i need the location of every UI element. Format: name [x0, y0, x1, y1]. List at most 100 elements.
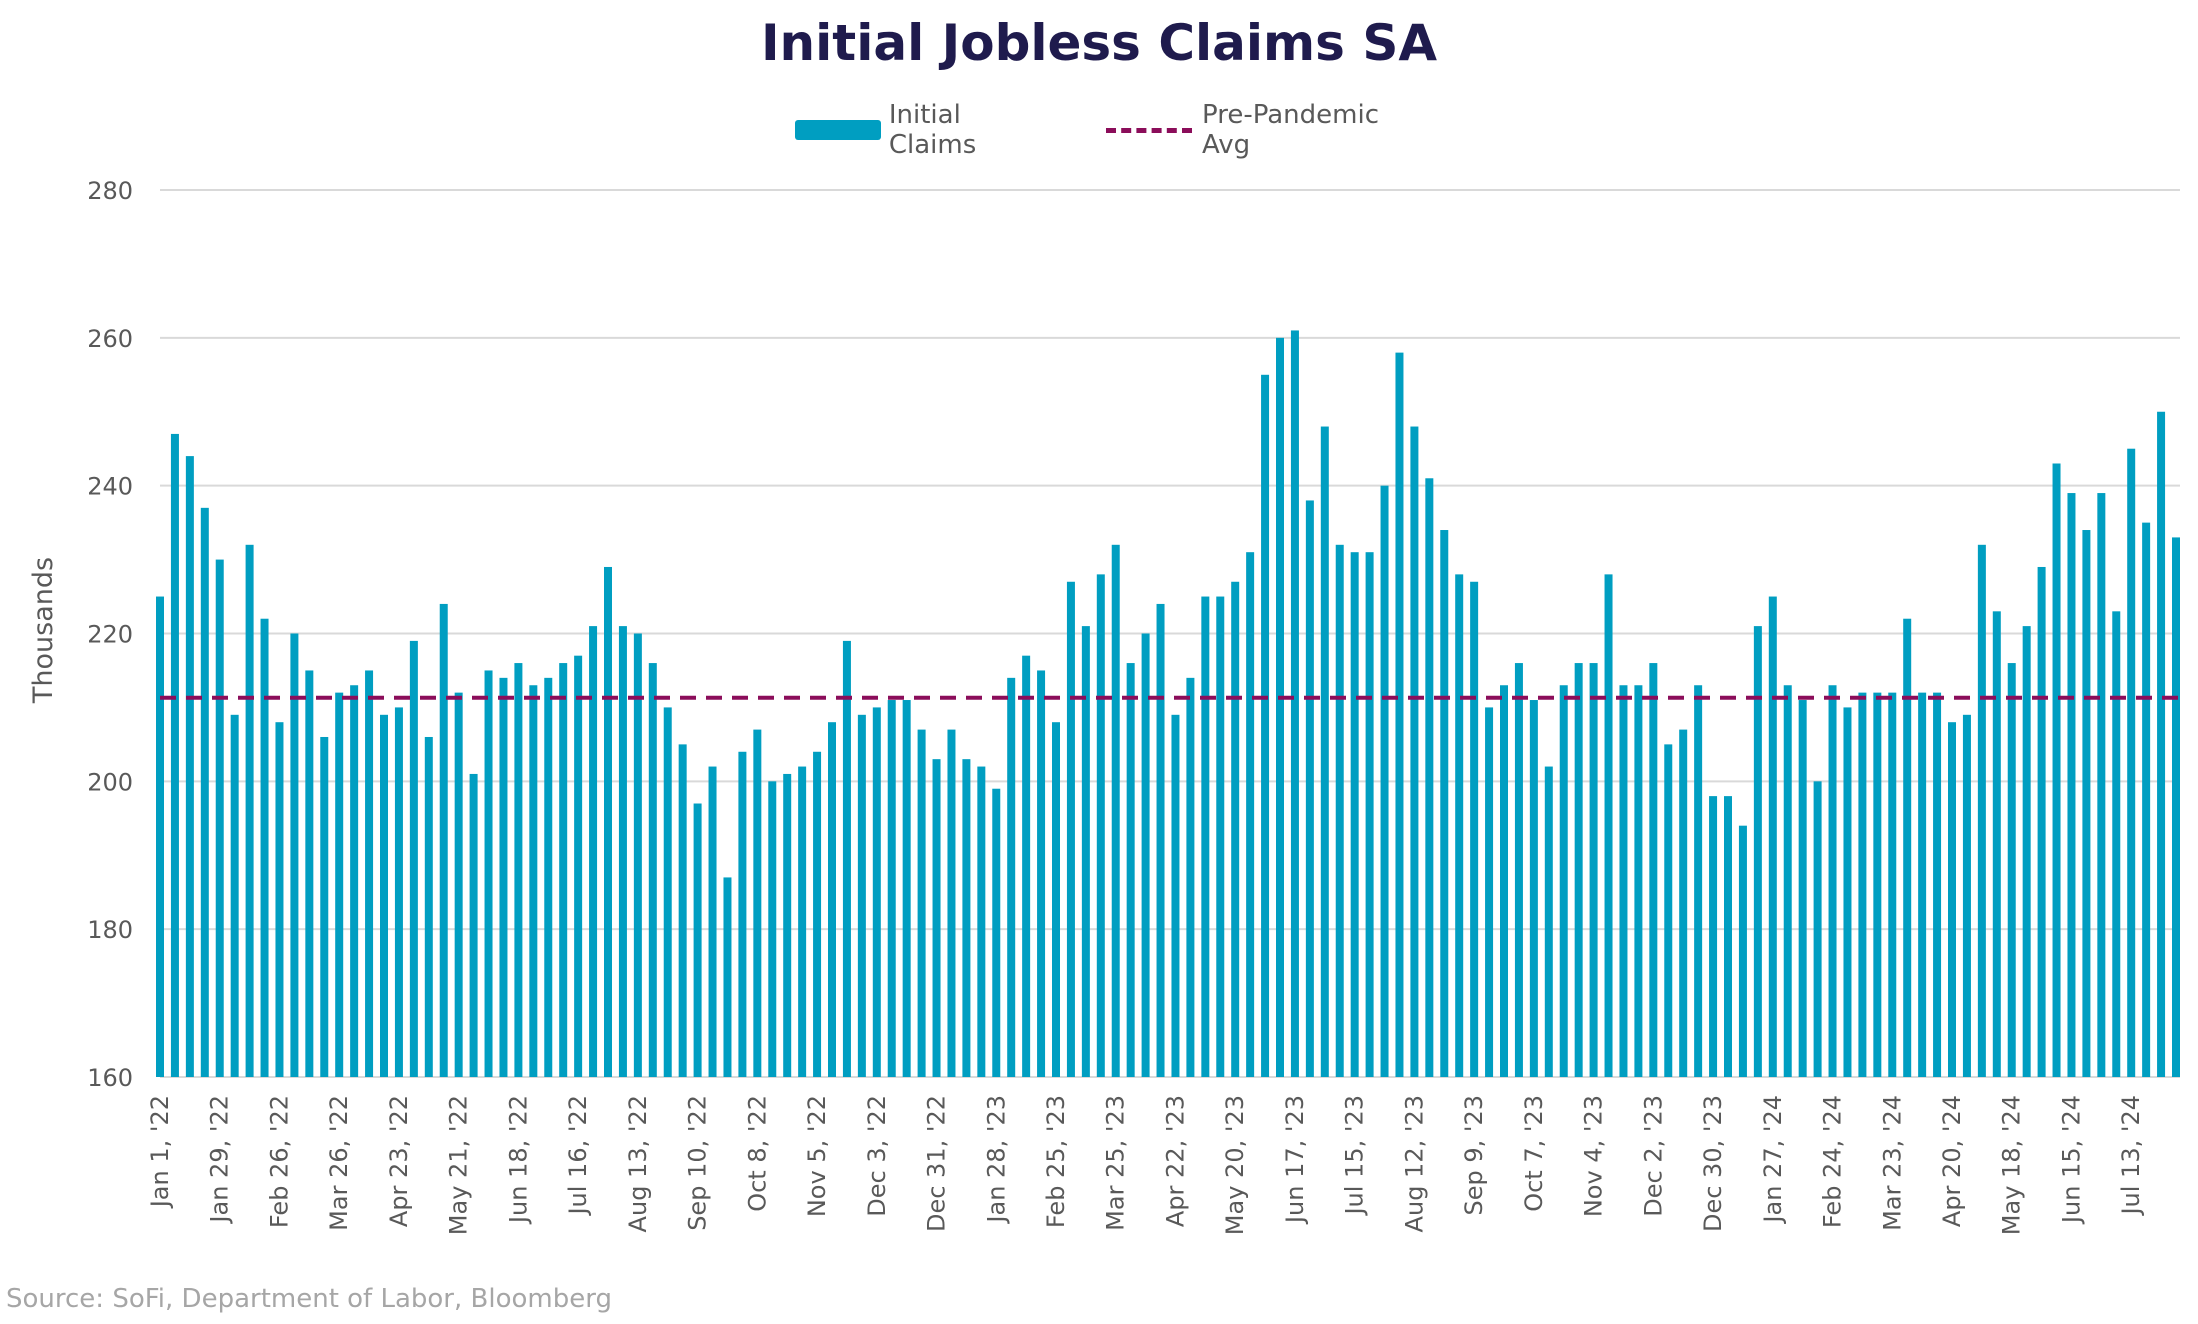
- bar: [1679, 729, 1688, 1077]
- x-tick-label: Dec 3, '22: [863, 1095, 891, 1217]
- bar: [2007, 663, 2016, 1077]
- x-tick-label: Oct 7, '23: [1520, 1095, 1548, 1212]
- x-tick-label: Jan 28, '23: [982, 1095, 1010, 1225]
- x-tick-label: Oct 8, '22: [743, 1095, 771, 1212]
- bar: [260, 618, 269, 1077]
- bar: [1037, 670, 1046, 1077]
- bar: [1350, 552, 1359, 1077]
- x-tick-label: Aug 13, '22: [624, 1095, 652, 1232]
- bar: [499, 677, 508, 1077]
- bar: [170, 433, 179, 1077]
- x-tick-label: Mar 25, '23: [1102, 1095, 1130, 1231]
- x-tick-label: May 20, '23: [1221, 1095, 1249, 1235]
- bar: [798, 766, 807, 1077]
- chart-title: Initial Jobless Claims SA: [760, 14, 1438, 72]
- bar: [1081, 626, 1090, 1077]
- bar: [305, 670, 314, 1077]
- bar: [1992, 611, 2001, 1077]
- legend-initial-claims-label: Initial Claims: [888, 100, 977, 160]
- bar: [1873, 692, 1882, 1077]
- bar: [1544, 766, 1553, 1077]
- bar: [185, 456, 194, 1078]
- bar: [2142, 522, 2151, 1077]
- y-tick-label: 280: [87, 177, 133, 205]
- bar: [2052, 463, 2061, 1077]
- bar: [1962, 714, 1971, 1077]
- x-tick-label: Jul 15, '23: [1341, 1095, 1369, 1217]
- x-tick-label: Dec 30, '23: [1699, 1095, 1727, 1232]
- bar: [1694, 685, 1703, 1077]
- x-tick-label: Nov 5, '22: [803, 1095, 831, 1217]
- bar: [633, 633, 642, 1077]
- x-tick-label: Jun 18, '22: [504, 1095, 532, 1225]
- bar: [902, 700, 911, 1077]
- bar: [365, 670, 374, 1077]
- bar: [544, 677, 553, 1077]
- bar: [618, 626, 627, 1077]
- bar: [230, 714, 239, 1077]
- bar: [1425, 478, 1434, 1077]
- bar: [932, 759, 941, 1077]
- bar: [813, 751, 822, 1077]
- bar: [380, 714, 388, 1077]
- bar: [887, 700, 896, 1077]
- bar: [2022, 626, 2031, 1077]
- y-axis-ticks: 160 180 200 220 240 260 280: [87, 177, 133, 1092]
- bar: [753, 729, 762, 1077]
- bar: [2157, 411, 2166, 1077]
- bar: [1365, 552, 1374, 1077]
- bar: [917, 729, 926, 1077]
- bar: [1410, 426, 1419, 1077]
- bar: [1724, 796, 1732, 1077]
- x-tick-label: Jan 29, '22: [206, 1095, 234, 1225]
- x-tick-label: Jun 15, '24: [2057, 1095, 2085, 1225]
- bar: [1246, 552, 1255, 1077]
- bar: [1335, 544, 1344, 1077]
- bar: [574, 655, 583, 1077]
- bar: [1619, 685, 1628, 1077]
- legend-pre-pandemic-label: Pre-Pandemic Avg: [1202, 100, 1380, 160]
- bar: [648, 663, 657, 1077]
- bar: [335, 692, 344, 1077]
- bar: [1470, 581, 1479, 1077]
- bar: [768, 781, 777, 1077]
- bar: [1231, 581, 1240, 1077]
- x-tick-label: Jul 16, '22: [564, 1095, 592, 1217]
- bar: [1380, 485, 1389, 1078]
- bar: [1977, 544, 1986, 1077]
- bar-series-initial-claims: [156, 330, 2180, 1078]
- bar: [708, 766, 717, 1077]
- bar: [604, 566, 612, 1077]
- bar: [275, 722, 284, 1077]
- bar: [1066, 581, 1075, 1077]
- bar: [723, 877, 732, 1077]
- y-tick-label: 160: [87, 1064, 133, 1092]
- legend-initial-claims-swatch: [795, 120, 881, 140]
- bar: [1604, 574, 1613, 1077]
- x-tick-label: Dec 2, '23: [1639, 1095, 1667, 1217]
- bar: [1201, 596, 1210, 1077]
- bar: [1514, 663, 1523, 1077]
- bar: [1126, 663, 1135, 1077]
- bar: [320, 736, 329, 1077]
- x-tick-label: Apr 20, '24: [1938, 1095, 1966, 1227]
- bar: [350, 685, 359, 1077]
- y-tick-label: 220: [87, 621, 133, 649]
- bar: [977, 766, 986, 1077]
- bar: [1813, 781, 1822, 1077]
- y-tick-label: 240: [87, 473, 133, 501]
- bar: [1096, 574, 1105, 1077]
- bar: [484, 670, 493, 1077]
- bar: [589, 626, 598, 1077]
- bar: [454, 692, 463, 1077]
- bar: [1948, 722, 1956, 1077]
- bar: [1738, 825, 1747, 1077]
- bar: [156, 596, 164, 1077]
- bar: [469, 773, 478, 1077]
- bar: [1261, 374, 1270, 1078]
- bar: [1828, 685, 1837, 1077]
- x-tick-label: Dec 31, '22: [923, 1095, 951, 1232]
- x-tick-label: Jan 27, '24: [1759, 1095, 1787, 1225]
- bar: [1305, 500, 1314, 1077]
